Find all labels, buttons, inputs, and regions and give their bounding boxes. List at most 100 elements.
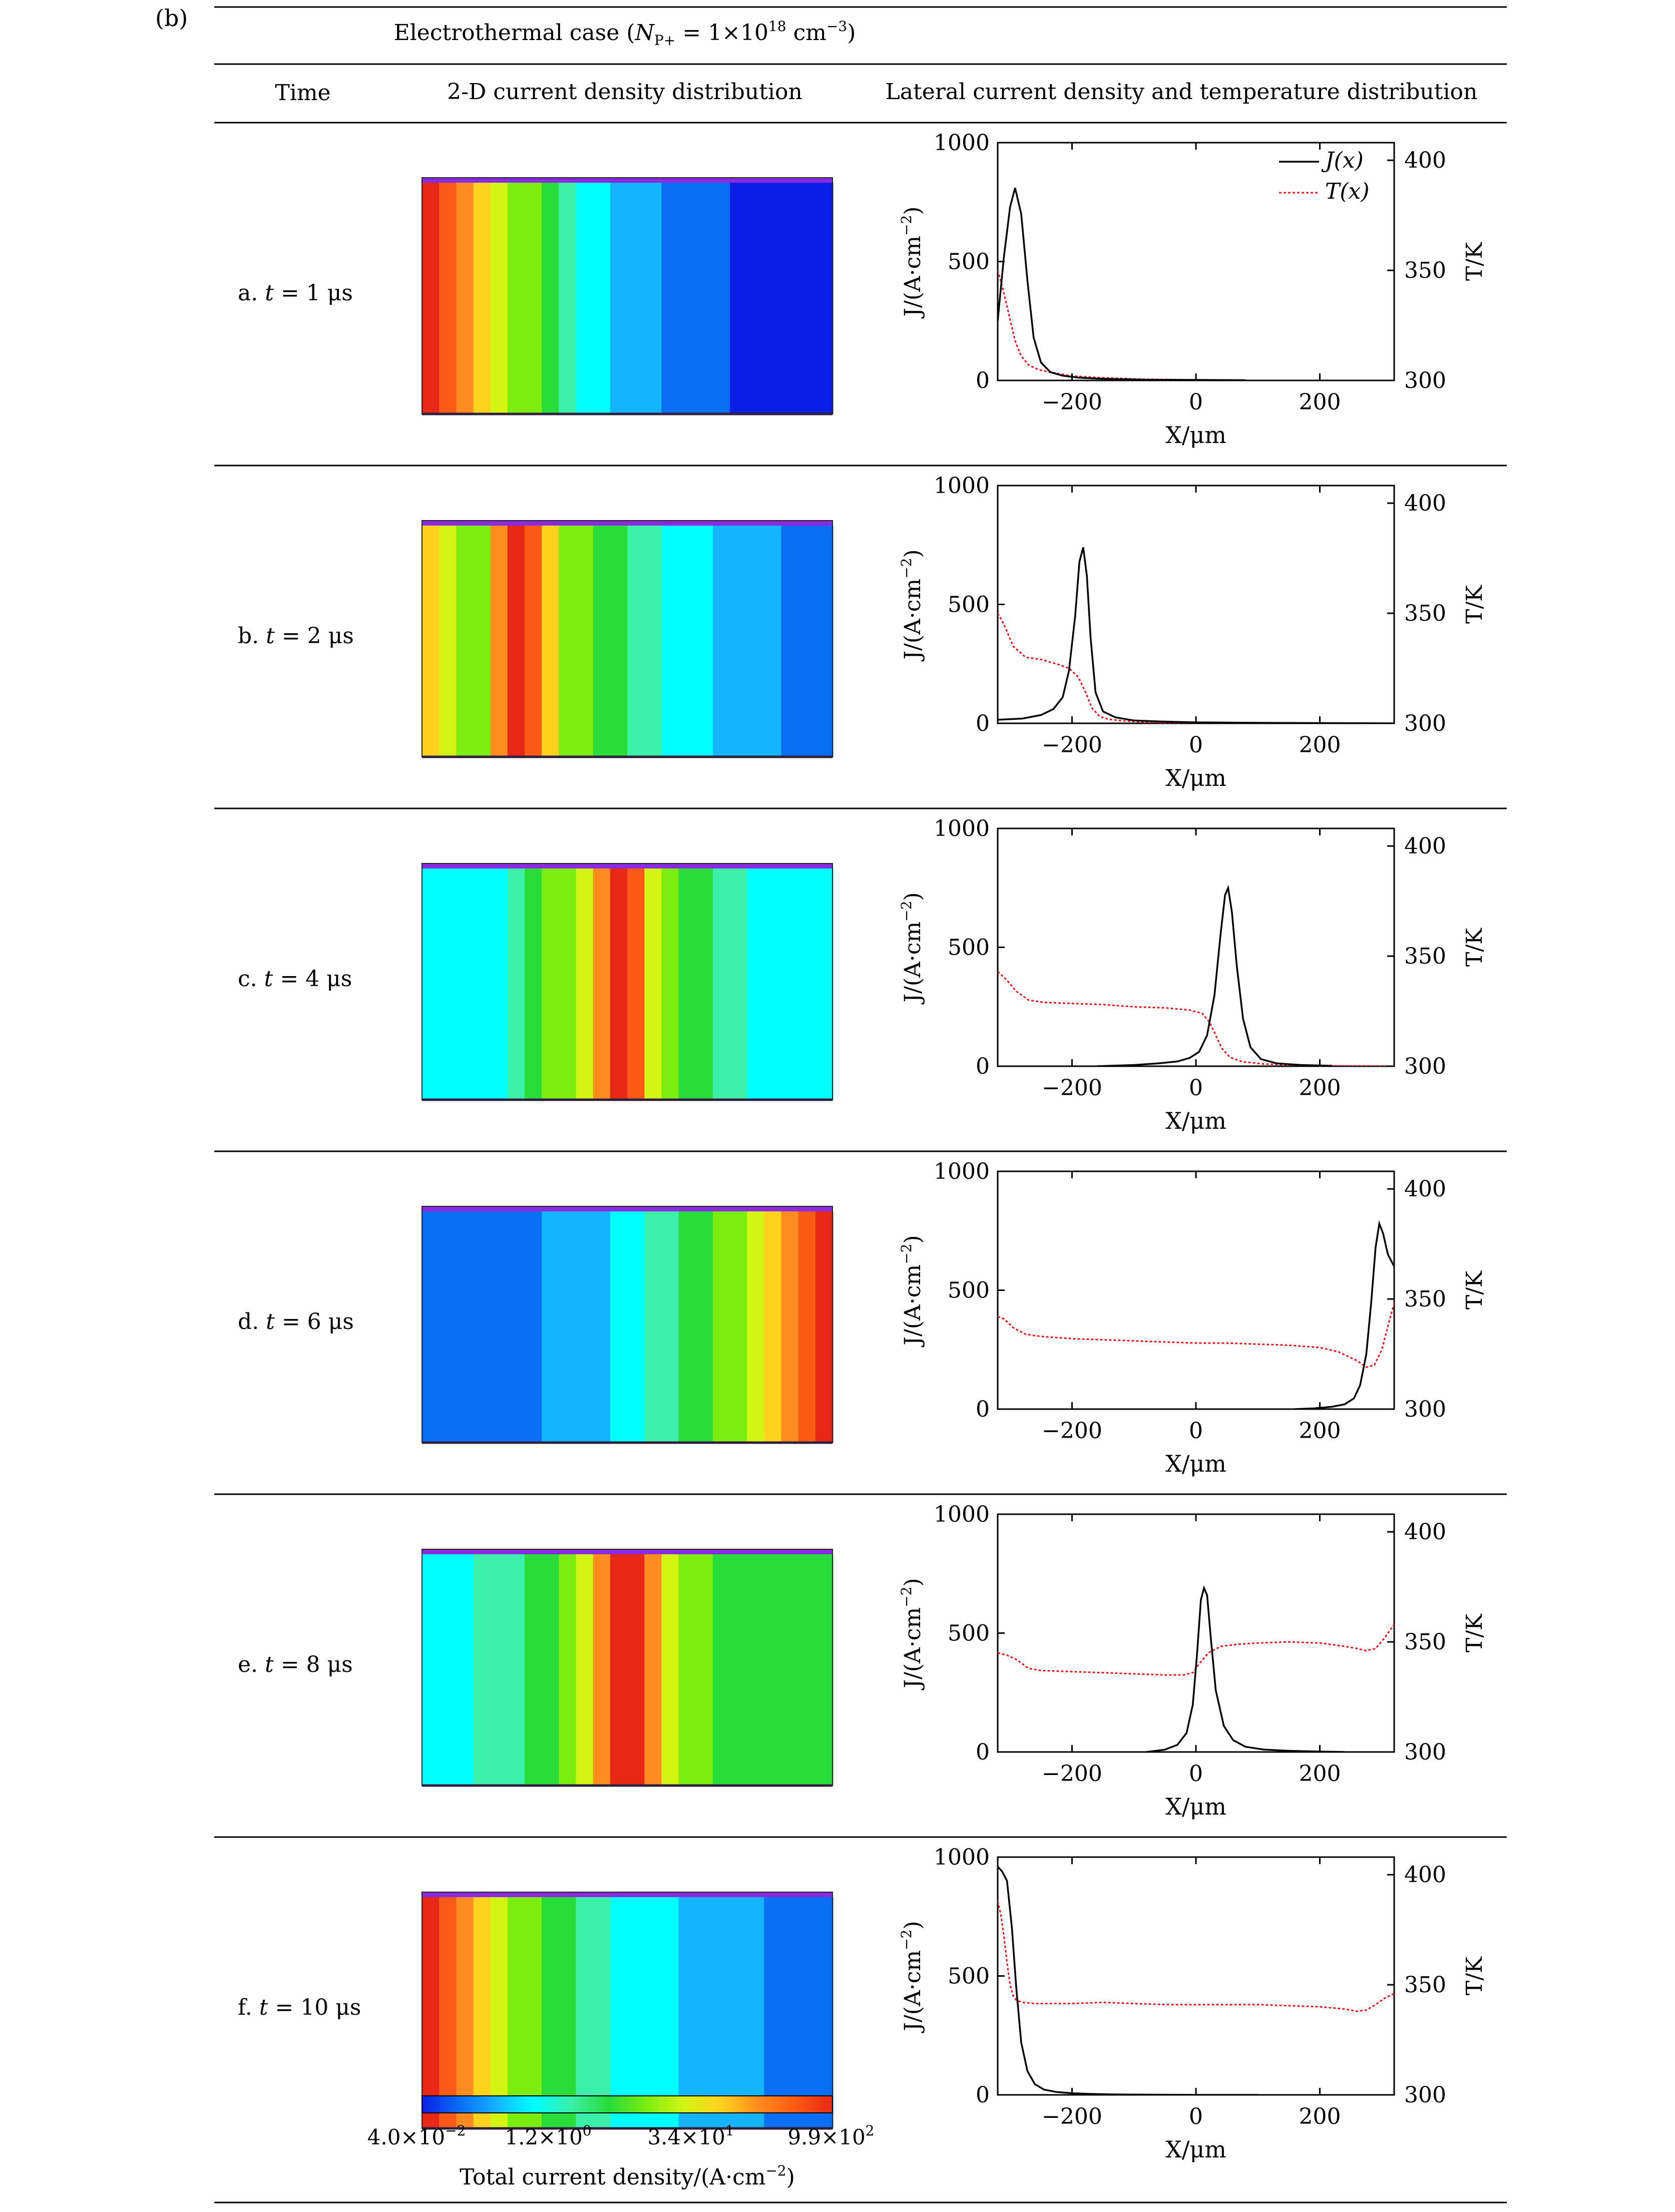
map-band <box>781 1897 799 2128</box>
y-axis-label: J/(A·cm−2) <box>898 1235 926 1347</box>
legend-j-label: J(x) <box>1321 148 1364 173</box>
x-tick-label: −200 <box>1042 2104 1102 2129</box>
plot-frame <box>997 1170 1395 1410</box>
map-band <box>627 1211 645 1443</box>
map-band <box>781 1211 799 1443</box>
y-axis-label-close: ) <box>900 549 926 558</box>
colorbar-tick-2: 1.2×100 <box>505 2122 591 2149</box>
map-band <box>712 183 731 414</box>
map-band <box>764 1211 782 1443</box>
map-frame <box>422 863 833 1100</box>
map-band <box>473 1211 492 1443</box>
map-top-electrode <box>422 1892 832 1897</box>
map-band <box>695 1211 714 1443</box>
map-band <box>559 526 577 757</box>
current-density-map <box>422 1206 833 1444</box>
map-band <box>678 1554 697 1786</box>
map-band <box>422 526 440 757</box>
map-top-electrode <box>422 1206 832 1211</box>
map-band <box>730 526 748 757</box>
map-band <box>439 868 457 1100</box>
colorbar-tick-1: 4.0×10−2 <box>367 2122 466 2149</box>
map-band <box>815 1211 833 1443</box>
y-axis-label-close: ) <box>900 1235 926 1243</box>
map-band <box>678 183 697 414</box>
map-band <box>661 1554 679 1786</box>
row-2: b. t = 2 μs −200 0 200 0 500 1000 300 350 400 X/μm J… <box>214 473 1507 809</box>
map-band <box>644 868 662 1100</box>
map-band <box>542 1554 560 1786</box>
map-band <box>473 1897 492 2128</box>
map-band <box>456 868 474 1100</box>
map-band <box>525 183 543 414</box>
map-band <box>610 1554 628 1786</box>
map-band <box>798 1897 816 2128</box>
time-label: a. t = 1 μs <box>238 280 353 306</box>
table-header: Electrothermal case (NP+ = 1×1018 cm−3) … <box>214 6 1507 124</box>
row-4: d. t = 6 μs −200 0 200 0 500 1000 300 350 400 X/μm J… <box>214 1159 1507 1495</box>
y-axis-label-close: ) <box>900 1578 926 1586</box>
series-j-line <box>998 1866 1258 2095</box>
map-band <box>627 868 645 1100</box>
current-density-map <box>422 863 833 1101</box>
x-tick-label: 0 <box>1189 1418 1203 1444</box>
plot-frame <box>997 1856 1395 2096</box>
y-right-axis-label: T/K <box>1462 1613 1487 1652</box>
map-band <box>712 1211 731 1443</box>
y-right-tick-label: 300 <box>1404 1054 1446 1079</box>
map-band <box>576 1897 594 2128</box>
series-t-line <box>998 270 1246 380</box>
map-band <box>678 868 697 1100</box>
map-band <box>507 1554 526 1786</box>
time-label: e. t = 8 μs <box>238 1652 353 1677</box>
row-3: c. t = 4 μs −200 0 200 0 500 1000 300 350 400 X/μm J… <box>214 816 1507 1152</box>
map-band <box>747 1211 765 1443</box>
x-tick-label: −200 <box>1042 732 1102 758</box>
map-band <box>576 183 594 414</box>
y-right-tick-label: 400 <box>1404 1519 1446 1545</box>
map-band <box>439 1897 457 2128</box>
map-band <box>695 868 714 1100</box>
y-right-tick-label: 350 <box>1404 258 1446 283</box>
map-band <box>439 183 457 414</box>
map-band <box>542 1897 560 2128</box>
map-band <box>678 1211 697 1443</box>
map-band <box>610 1211 628 1443</box>
map-band <box>593 183 611 414</box>
y-axis-label-close: ) <box>900 892 926 901</box>
y-tick-label: 500 <box>948 1964 990 1989</box>
map-band <box>610 526 628 757</box>
row-6: f. t = 10 μs −200 0 200 0 500 1000 300 350 400 X/μm… <box>238 1845 1487 2163</box>
map-band <box>422 868 440 1100</box>
time-label: b. t = 2 μs <box>238 623 354 649</box>
map-band <box>798 868 816 1100</box>
map-band <box>644 526 662 757</box>
map-band <box>627 526 645 757</box>
y-tick-label: 1000 <box>934 473 990 499</box>
y-tick-label: 500 <box>948 592 990 618</box>
map-band <box>507 868 526 1100</box>
map-band <box>525 1211 543 1443</box>
series-j-line <box>1146 1585 1345 1752</box>
map-frame <box>422 1549 833 1786</box>
x-axis-label: X/μm <box>1165 1450 1226 1477</box>
y-tick-label: 500 <box>948 249 990 275</box>
map-band <box>473 183 492 414</box>
y-right-tick-label: 400 <box>1404 1862 1446 1888</box>
y-right-tick-label: 350 <box>1404 1629 1446 1655</box>
x-axis-label: X/μm <box>1165 1107 1226 1134</box>
y-axis-label: J/(A·cm−2) <box>898 892 926 1004</box>
map-band <box>781 526 799 757</box>
y-right-axis-label: T/K <box>1462 1270 1487 1309</box>
map-band <box>490 1897 509 2128</box>
y-right-tick-label: 400 <box>1404 1176 1446 1202</box>
map-band <box>456 1554 474 1786</box>
plot-frame <box>997 827 1395 1067</box>
map-band <box>747 1554 765 1786</box>
col-2d: 2-D current density distribution <box>447 79 802 105</box>
map-band <box>781 1554 799 1786</box>
time-label: f. t = 10 μs <box>238 1995 361 2020</box>
colorbar-tick-3: 3.4×101 <box>647 2122 734 2149</box>
map-band <box>559 1211 577 1443</box>
